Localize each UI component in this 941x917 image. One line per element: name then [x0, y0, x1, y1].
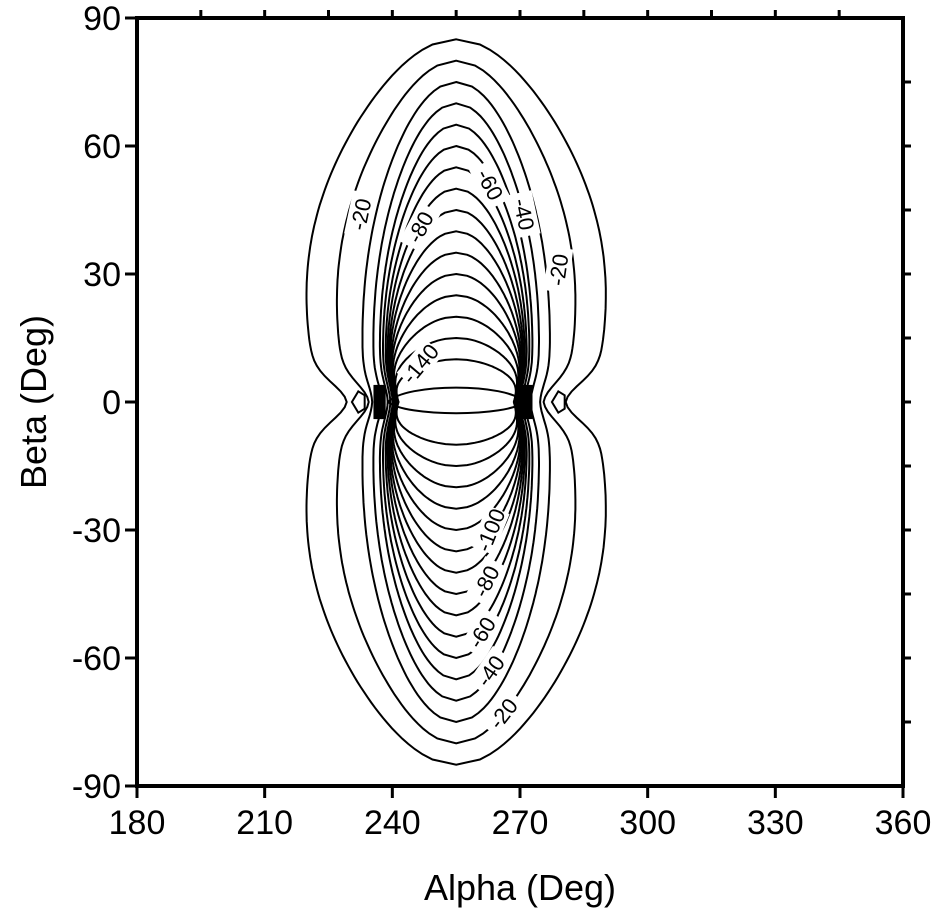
side-island-contour	[550, 389, 566, 415]
contour-line	[390, 272, 522, 532]
axis-ticks	[125, 10, 911, 798]
contour-label-bg	[465, 556, 507, 607]
contour-line	[386, 187, 526, 617]
x-tick-label: 360	[875, 804, 932, 842]
x-tick-label: 330	[747, 804, 804, 842]
contour-label-bg	[344, 190, 377, 239]
x-tick-label: 270	[492, 804, 549, 842]
contour-label: -20	[544, 252, 573, 287]
contour-label-bg	[399, 202, 441, 253]
contour-line	[384, 166, 528, 638]
contour-label-bg	[507, 190, 541, 239]
contour-label-bg	[396, 339, 444, 389]
x-axis-label: Alpha (Deg)	[424, 867, 616, 908]
y-axis-label: Beta (Deg)	[13, 315, 54, 489]
y-tick-label: 30	[83, 256, 121, 294]
y-tick-label: -60	[72, 640, 121, 678]
contour-line	[372, 102, 540, 702]
y-tick-label: -90	[72, 768, 121, 806]
contour-line	[395, 358, 517, 446]
contour-label-bg	[479, 688, 526, 739]
contour-line	[391, 294, 521, 510]
contour-line	[393, 315, 520, 489]
contour-label-bg	[467, 645, 513, 696]
x-tick-label: 300	[619, 804, 676, 842]
contour-label: -20	[345, 196, 376, 232]
contour-label-bg	[470, 505, 510, 555]
x-tick-labels: 180 210 240 270 300 330 360	[109, 804, 932, 842]
contour-label: -100	[471, 505, 511, 555]
contour-line	[361, 80, 551, 724]
contour-label-bg	[543, 246, 574, 294]
contour-line	[305, 38, 607, 766]
contour-label-bg	[469, 159, 512, 210]
contour-line	[382, 144, 531, 660]
y-tick-label: 60	[83, 128, 121, 166]
y-tick-label: -30	[72, 512, 121, 550]
y-tick-labels: 90 60 30 0 -30 -60 -90	[72, 0, 121, 806]
contour-line	[387, 208, 525, 596]
side-island-contour	[350, 389, 366, 415]
y-tick-label: 0	[102, 384, 121, 422]
contour-line	[394, 336, 518, 468]
x-tick-label: 210	[236, 804, 293, 842]
contour-line	[335, 59, 577, 745]
x-tick-label: 240	[364, 804, 421, 842]
x-tick-label: 180	[109, 804, 166, 842]
contour-line	[390, 251, 523, 553]
contour-line	[378, 123, 534, 681]
inner-contour	[386, 386, 526, 415]
contour-lines	[305, 38, 607, 766]
y-tick-label: 90	[83, 0, 121, 38]
contour-label-bg	[459, 607, 504, 658]
contour-line	[388, 230, 524, 574]
